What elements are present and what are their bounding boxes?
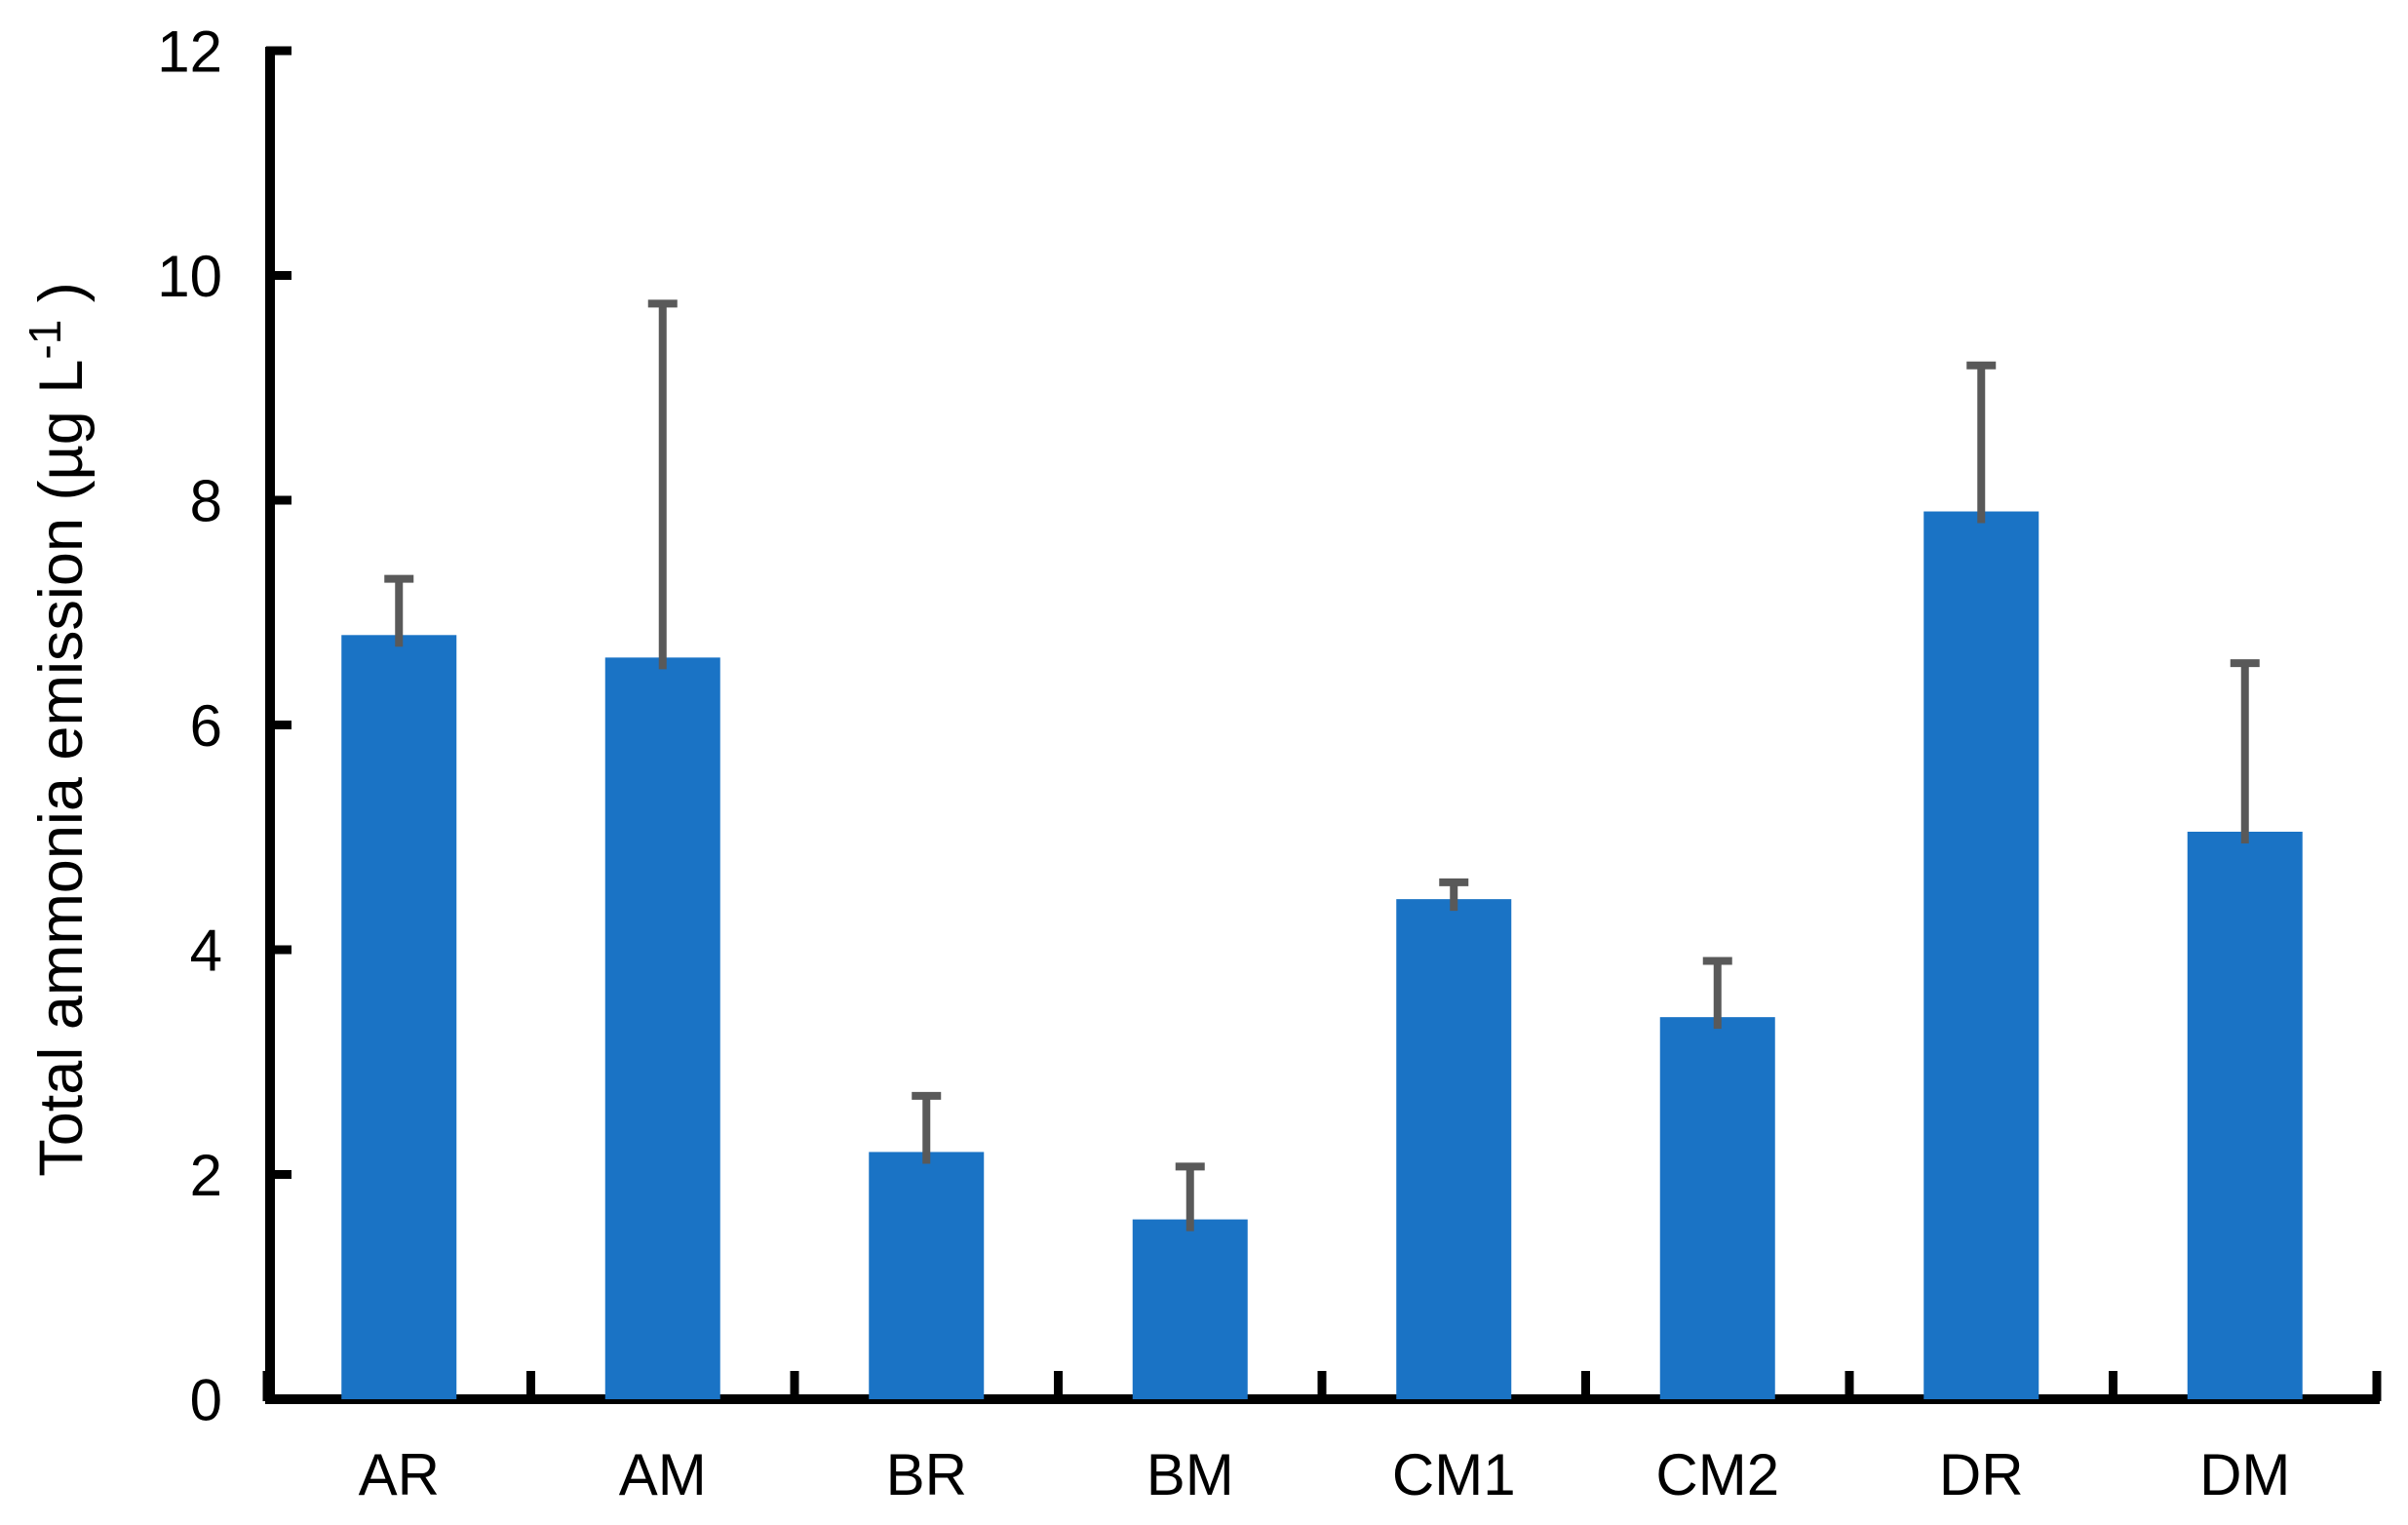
- bar-CM2: [1659, 1017, 1775, 1399]
- bar-AM: [604, 657, 720, 1399]
- y-axis-title-superscript: -1: [19, 320, 70, 360]
- x-category-label-DM: DM: [2199, 1442, 2290, 1507]
- x-category-label-AR: AR: [359, 1442, 440, 1507]
- bar-CM1: [1396, 899, 1512, 1399]
- bar-DM: [2187, 831, 2303, 1399]
- x-category-label-CM1: CM1: [1392, 1442, 1516, 1507]
- y-axis-title-close: ): [27, 282, 96, 319]
- y-tick-label-12: 12: [157, 20, 222, 85]
- y-axis-title-main: Total ammonia emission (µg L: [27, 360, 96, 1177]
- x-category-label-BR: BR: [886, 1442, 967, 1507]
- y-tick-label-0: 0: [190, 1368, 222, 1433]
- bar-AR: [341, 635, 457, 1399]
- y-tick-label-2: 2: [190, 1143, 222, 1208]
- x-category-label-DR: DR: [1939, 1442, 2024, 1507]
- x-category-label-AM: AM: [619, 1442, 707, 1507]
- y-tick-label-10: 10: [157, 244, 222, 309]
- x-category-label-BM: BM: [1146, 1442, 1234, 1507]
- y-tick-label-6: 6: [190, 693, 222, 759]
- y-tick-label-8: 8: [190, 469, 222, 534]
- y-axis-title: Total ammonia emission (µg L-1 ): [19, 282, 96, 1177]
- bar-BM: [1132, 1219, 1248, 1399]
- y-tick-label-4: 4: [190, 919, 222, 984]
- bar-BR: [869, 1152, 985, 1399]
- bar-DR: [1923, 511, 2039, 1399]
- x-category-label-CM2: CM2: [1655, 1442, 1779, 1507]
